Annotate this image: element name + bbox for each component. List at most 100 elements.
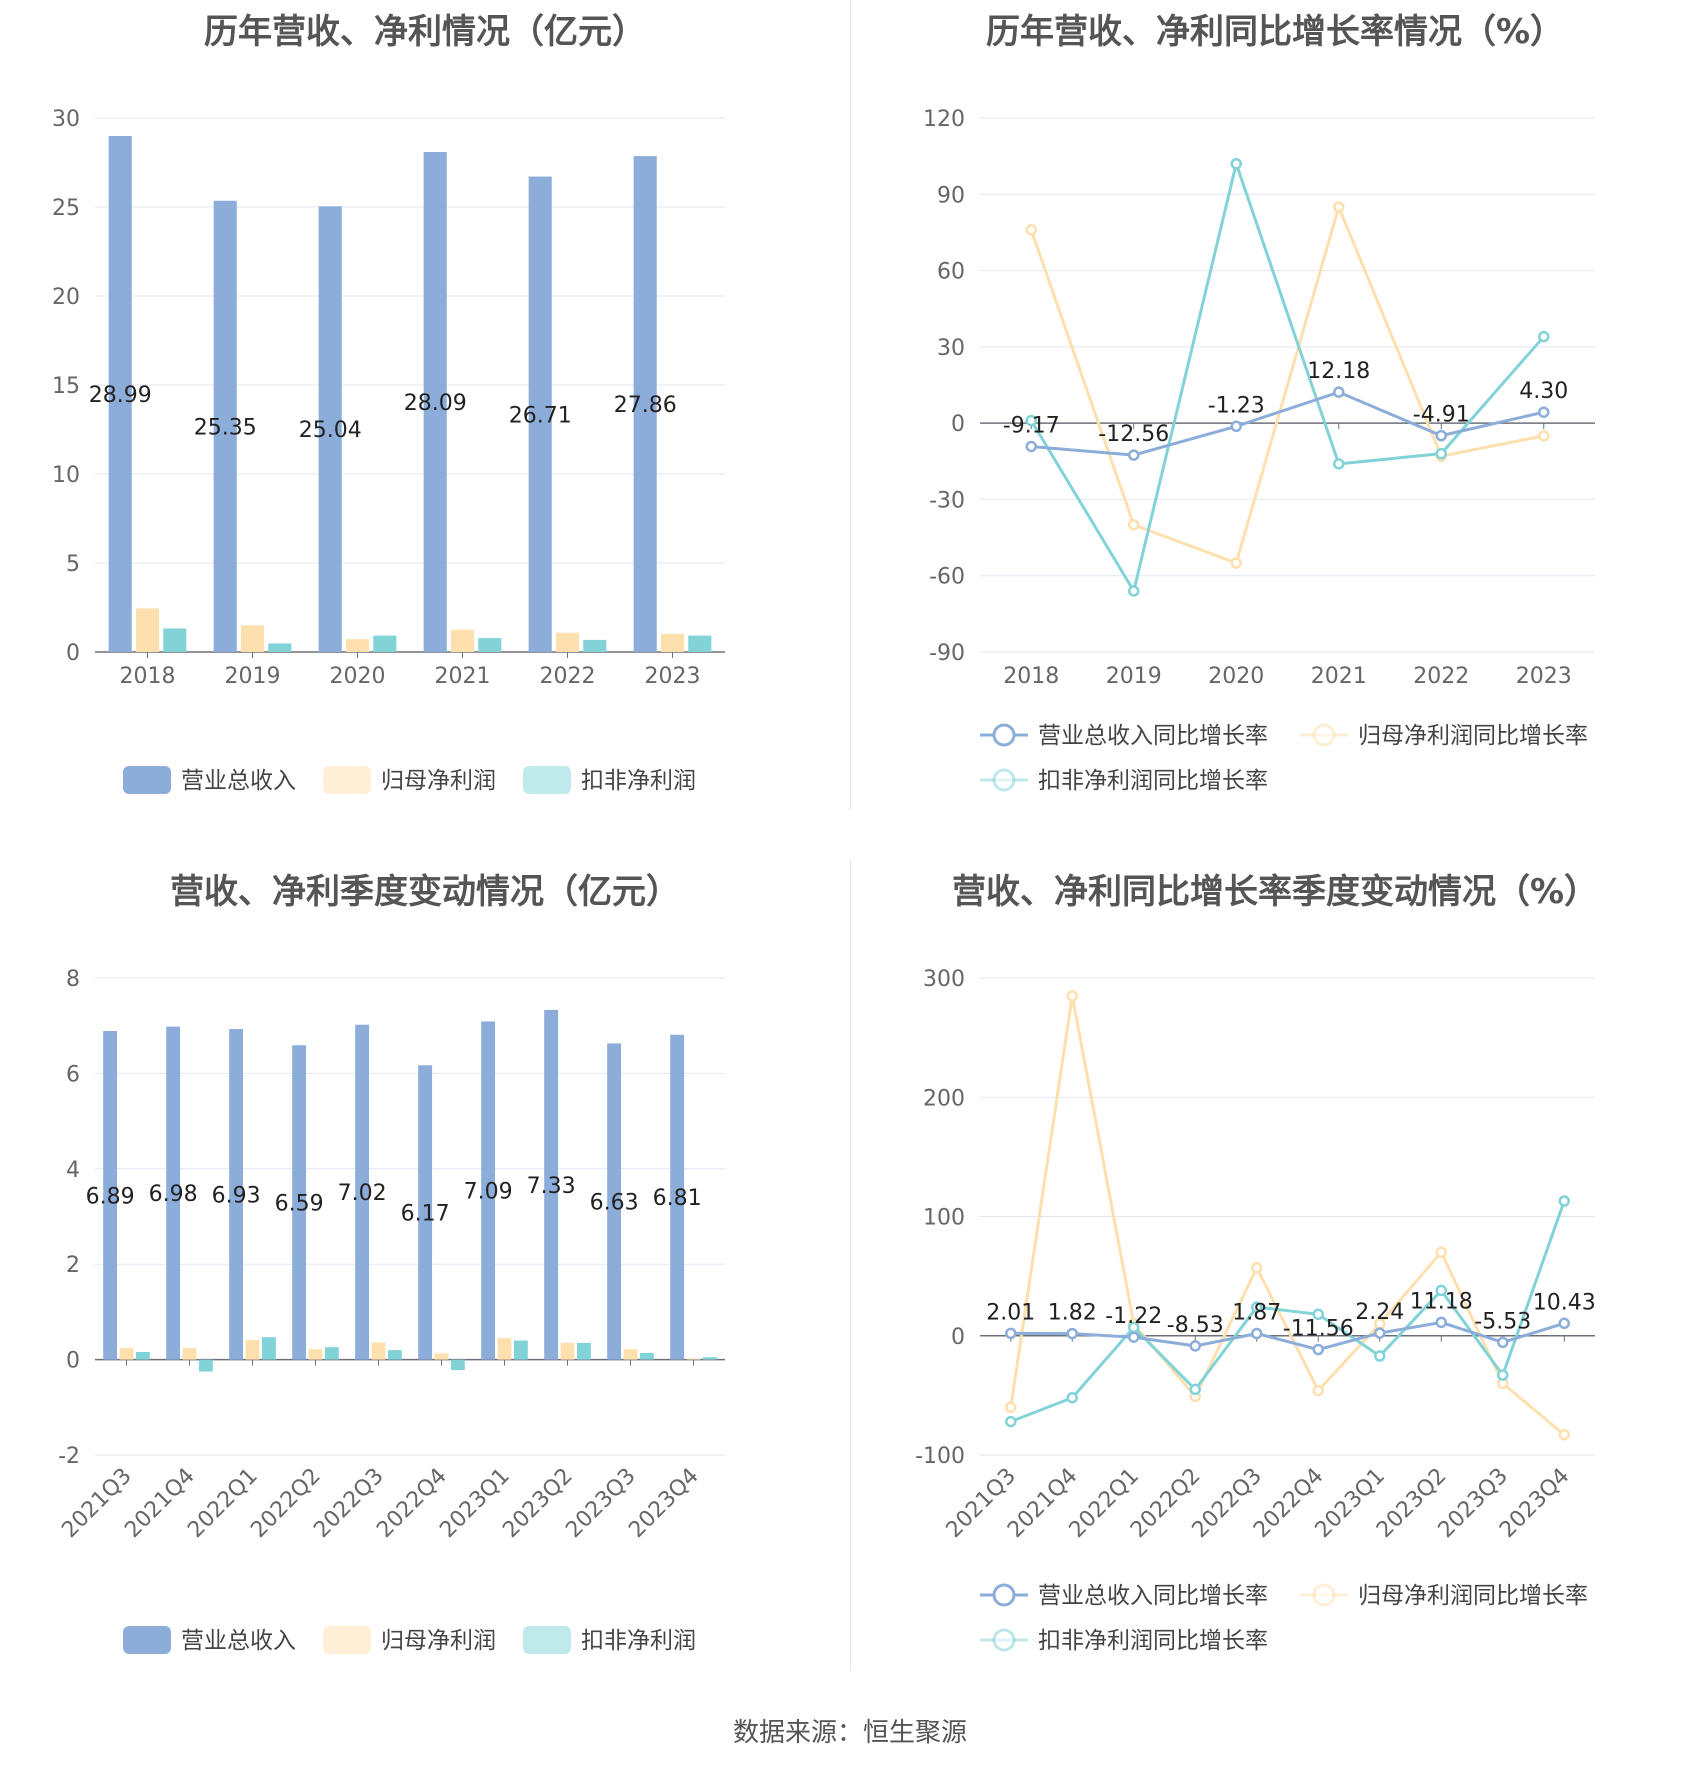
chart-panel-annual-amounts: 历年营收、净利情况（亿元） 0 5 10 15 20 25 30 2018 2019 2020 20… xyxy=(0,0,850,820)
data-label: 2.01 xyxy=(986,1300,1035,1325)
bar-revenue xyxy=(544,1009,559,1360)
data-label: -1.23 xyxy=(1208,393,1265,418)
chart-title: 历年营收、净利同比增长率情况（%） xyxy=(985,12,1565,52)
bar-net-profit xyxy=(560,1342,575,1360)
legend-swatch xyxy=(523,766,571,794)
point-deducted-profit-growth xyxy=(1066,1392,1078,1404)
data-label: -4.91 xyxy=(1413,403,1470,428)
data-source: 数据来源：恒生聚源 xyxy=(732,1718,967,1748)
bar-net-profit xyxy=(686,1358,701,1360)
point-deducted-profit-growth xyxy=(1333,458,1345,470)
bar-revenue xyxy=(481,1021,496,1360)
legend-label: 扣非净利润 xyxy=(581,768,696,794)
series-line-net-profit-growth xyxy=(1009,995,1566,1436)
point-deducted-profit-growth xyxy=(1435,1284,1447,1297)
legend-label: 归母净利润 xyxy=(381,1628,496,1654)
point-deducted-profit-growth xyxy=(1374,1350,1386,1362)
y-tick-label: -100 xyxy=(915,1444,965,1469)
data-label: -1.22 xyxy=(1105,1304,1162,1329)
legend-marker xyxy=(1312,1583,1336,1607)
x-tick-label: 2019 xyxy=(1106,664,1162,689)
y-tick-label: -30 xyxy=(929,488,965,513)
y-tick-label: 0 xyxy=(951,1325,965,1350)
legend-label: 营业总收入同比增长率 xyxy=(1038,1583,1268,1609)
y-tick-label: 0 xyxy=(951,412,965,437)
data-label: 10.43 xyxy=(1533,1290,1596,1315)
y-tick-label: -90 xyxy=(929,641,965,666)
chart-annual-amounts: 0 5 10 15 20 25 30 2018 2019 2020 2021 2022 2023 28.9… xyxy=(52,107,725,794)
legend-label: 营业总收入 xyxy=(181,768,296,794)
bar-deducted-profit xyxy=(261,1337,276,1360)
bar-deducted-profit xyxy=(268,643,292,652)
chart-panel-quarterly-growth: 营收、净利同比增长率季度变动情况（%） -100 0 100 200 300 2021Q3… xyxy=(850,860,1700,1680)
data-label: 6.98 xyxy=(149,1182,198,1207)
x-tick-label: 2023 xyxy=(645,664,701,689)
bar-revenue xyxy=(229,1029,244,1360)
point-net-profit-growth xyxy=(1005,1401,1017,1414)
bar-net-profit xyxy=(182,1348,197,1360)
bar-revenue xyxy=(318,206,342,652)
point-revenue-growth xyxy=(1025,440,1037,453)
x-tick-label: 2023Q4 xyxy=(624,1464,703,1543)
point-deducted-profit-growth xyxy=(1538,330,1550,343)
point-net-profit-growth xyxy=(1025,224,1037,236)
bar-deducted-profit xyxy=(639,1352,654,1360)
y-tick-label: 90 xyxy=(937,183,965,208)
point-net-profit-growth xyxy=(1312,1384,1324,1397)
x-tick-label: 2022 xyxy=(540,664,596,689)
vertical-divider xyxy=(850,860,851,1670)
legend-marker xyxy=(992,1628,1016,1652)
bar-revenue xyxy=(607,1043,622,1360)
y-tick-label: 6 xyxy=(66,1062,80,1087)
legend-label: 营业总收入 xyxy=(181,1628,296,1654)
legend-label: 归母净利润同比增长率 xyxy=(1358,723,1588,749)
series-line-net-profit-growth xyxy=(1029,202,1545,565)
point-revenue-growth xyxy=(1312,1343,1324,1356)
chart-quarterly-growth: -10001002003002021Q32021Q42022Q12022Q220… xyxy=(915,967,1596,1654)
chart-quarterly-amounts: -2024682021Q32021Q42022Q12022Q22022Q3202… xyxy=(57,967,725,1654)
x-tick-label: 2022 xyxy=(1413,664,1469,689)
data-label: 27.86 xyxy=(614,393,677,418)
data-label: -12.56 xyxy=(1098,422,1169,447)
data-label: 25.04 xyxy=(299,418,362,443)
legend-swatch xyxy=(323,1626,371,1654)
x-tick-label: 2023 xyxy=(1516,664,1572,689)
legend-label: 扣非净利润同比增长率 xyxy=(1038,1628,1268,1654)
bar-net-profit xyxy=(119,1348,134,1360)
point-net-profit-growth xyxy=(1230,557,1242,569)
legend-marker xyxy=(992,723,1016,747)
y-tick-label: -60 xyxy=(929,565,965,590)
y-tick-label: 200 xyxy=(923,1086,965,1111)
x-tick-label: 2018 xyxy=(1003,664,1059,689)
data-label: 7.02 xyxy=(338,1181,387,1206)
bar-revenue xyxy=(103,1030,118,1360)
point-revenue-growth xyxy=(1128,1331,1140,1343)
bar-net-profit xyxy=(434,1353,449,1360)
point-deducted-profit-growth xyxy=(1497,1369,1509,1381)
y-tick-label: -2 xyxy=(58,1444,80,1469)
y-tick-label: 0 xyxy=(66,641,80,666)
legend-swatch xyxy=(323,766,371,794)
data-label: 7.33 xyxy=(527,1174,576,1199)
point-deducted-profit-growth xyxy=(1558,1195,1570,1207)
point-revenue-growth xyxy=(1333,386,1345,398)
point-deducted-profit-growth xyxy=(1025,414,1037,427)
y-tick-label: 5 xyxy=(66,552,80,577)
point-revenue-growth xyxy=(1538,406,1550,418)
bar-net-profit xyxy=(371,1342,386,1360)
point-net-profit-growth xyxy=(1333,201,1345,213)
bar-deducted-profit xyxy=(478,638,502,652)
bar-deducted-profit xyxy=(576,1342,591,1360)
x-tick-label: 2019 xyxy=(225,664,281,689)
series-line-revenue-growth xyxy=(1031,390,1545,457)
legend-label: 营业总收入同比增长率 xyxy=(1038,723,1268,749)
x-tick-label: 2018 xyxy=(120,664,176,689)
point-net-profit-growth xyxy=(1128,519,1140,531)
series-line-deducted-profit-growth xyxy=(1029,158,1545,595)
bar-revenue xyxy=(423,151,447,653)
point-revenue-growth xyxy=(1230,420,1242,433)
point-revenue-growth xyxy=(1558,1317,1570,1330)
data-label: 2.24 xyxy=(1355,1300,1404,1325)
x-tick-label: 2021 xyxy=(435,664,491,689)
data-label: 4.30 xyxy=(1519,379,1568,404)
